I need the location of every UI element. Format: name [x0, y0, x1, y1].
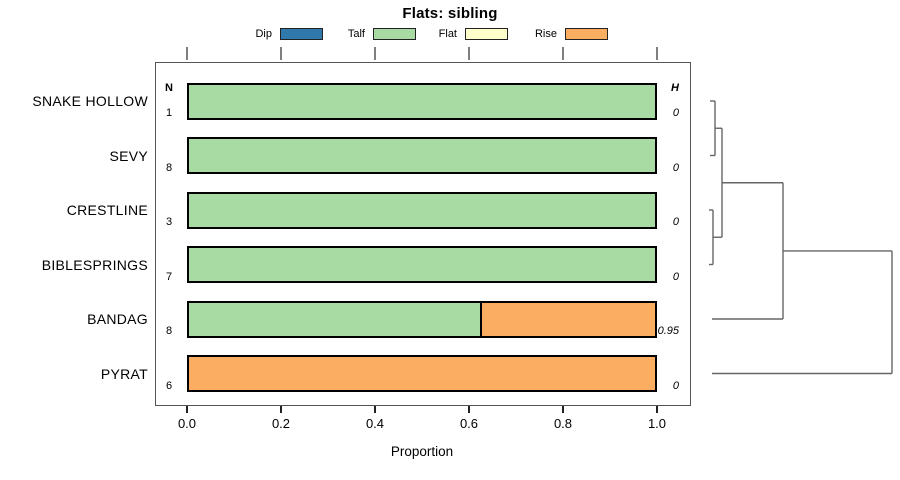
n-value: 7: [165, 270, 173, 283]
x-tick-bottom: [280, 406, 282, 413]
bar-crestline: [187, 191, 657, 229]
bar-sevy: [187, 137, 657, 174]
x-tick-top: [468, 47, 470, 60]
bar-segment-talf: [189, 139, 655, 172]
h-value: 0: [672, 216, 679, 228]
x-tick-label: 0.0: [177, 416, 197, 431]
bar-segment-talf: [189, 248, 655, 281]
n-value: 8: [165, 325, 173, 337]
legend-swatch-flat: [465, 28, 508, 40]
bar-segment-talf: [189, 302, 481, 336]
row-label: BIBLESPRINGS: [41, 256, 148, 273]
x-tick-top: [186, 47, 188, 60]
x-tick-label: 0.6: [459, 416, 479, 431]
x-tick-bottom: [374, 406, 376, 413]
x-tick-label: 0.4: [365, 416, 385, 431]
h-value: 0: [672, 107, 679, 119]
legend-swatch-dip: [280, 28, 323, 40]
x-tick-label: 0.8: [553, 416, 573, 431]
legend-label: Dip: [255, 28, 272, 40]
x-tick-bottom: [186, 406, 188, 413]
legend-label: Flat: [438, 28, 457, 40]
bar-segment-talf: [189, 193, 655, 227]
legend-swatch-rise: [565, 28, 608, 40]
h-value: 0: [672, 379, 679, 392]
plot-box: [155, 62, 691, 406]
x-tick-top: [280, 47, 282, 60]
n-value: 6: [165, 379, 173, 392]
bar-biblesprings: [187, 246, 657, 283]
row-label: BANDAG: [87, 311, 148, 327]
h-value: 0: [672, 270, 679, 283]
legend-label: Rise: [534, 28, 557, 40]
x-tick-top: [374, 47, 376, 60]
bar-segment-rise: [189, 357, 655, 390]
bar-segment-talf: [189, 84, 655, 118]
bar-bandag: [187, 300, 657, 338]
row-label: SNAKE HOLLOW: [32, 93, 148, 109]
row-label: SEVY: [109, 147, 148, 164]
x-tick-bottom: [656, 406, 658, 413]
legend-item-flat: Flat: [347, 25, 508, 43]
x-tick-bottom: [468, 406, 470, 413]
n-value: 3: [165, 216, 173, 228]
h-value: 0: [672, 161, 679, 174]
n-value: 8: [165, 161, 173, 174]
bar-snake-hollow: [187, 82, 657, 120]
bar-segment-rise: [480, 302, 655, 336]
legend-item-dip: Dip: [162, 25, 323, 43]
x-tick-bottom: [562, 406, 564, 413]
h-column-header: H: [671, 82, 679, 94]
row-label: CRESTLINE: [66, 202, 148, 218]
x-tick-top: [656, 47, 658, 60]
x-axis-title: Proportion: [390, 444, 454, 459]
legend-label: Talf: [347, 28, 365, 40]
x-tick-top: [562, 47, 564, 60]
legend-swatch-talf: [373, 28, 416, 40]
legend-item-rise: Rise: [447, 25, 608, 43]
chart-title: Flats: sibling: [402, 5, 498, 22]
n-value: 1: [165, 107, 173, 119]
bar-pyrat: [187, 355, 657, 392]
h-value: 0.95: [657, 325, 679, 337]
legend-item-talf: Talf: [255, 25, 416, 43]
x-tick-label: 1.0: [647, 416, 667, 431]
n-column-header: N: [165, 82, 173, 94]
row-label: PYRAT: [100, 365, 148, 382]
x-tick-label: 0.2: [271, 416, 291, 431]
